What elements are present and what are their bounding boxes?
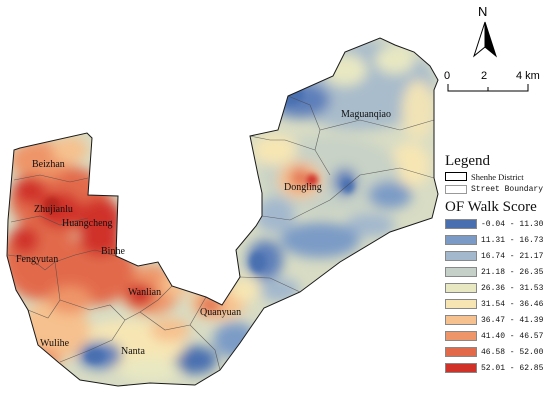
scale-bar: 0 2 4 km [444, 70, 540, 92]
street-label-fengyutan: Fengyutan [16, 254, 58, 265]
street-label-dongling: Dongling [284, 182, 322, 193]
district-swatch [445, 172, 467, 181]
legend-class-label: 26.36 - 31.53 [481, 283, 544, 293]
legend-class-row: -0.04 - 11.30 [445, 216, 550, 232]
legend-class-label: -0.04 - 11.30 [481, 219, 544, 229]
legend-class-row: 21.18 - 26.35 [445, 264, 550, 280]
legend-class-label: 16.74 - 21.17 [481, 251, 544, 261]
legend-class-swatch [445, 299, 477, 309]
scale-tick-0: 0 [444, 70, 450, 82]
legend-district-label: Shenhe District [471, 171, 524, 182]
legend-district: Shenhe District [445, 170, 550, 183]
street-label-huangcheng: Huangcheng [62, 218, 113, 229]
street-label-nanta: Nanta [121, 346, 145, 357]
street-boundaries [7, 95, 435, 371]
legend-street-boundary-label: Street Boundary [471, 185, 544, 194]
legend-class-swatch [445, 251, 477, 261]
north-arrow: N [473, 4, 497, 58]
street-label-wanlian: Wanlian [128, 287, 161, 298]
legend-class-row: 46.58 - 52.00 [445, 344, 550, 360]
legend-class-swatch [445, 315, 477, 325]
legend-title: Legend [445, 153, 490, 169]
legend-class-label: 31.54 - 36.46 [481, 299, 544, 309]
legend-class-swatch [445, 331, 477, 341]
legend-class-swatch [445, 363, 477, 373]
street-label-zhujianlu: Zhujianlu [34, 204, 73, 215]
legend-class-label: 11.31 - 16.73 [481, 235, 544, 245]
legend-class-row: 16.74 - 21.17 [445, 248, 550, 264]
legend-class-row: 11.31 - 16.73 [445, 232, 550, 248]
legend-class-swatch [445, 219, 477, 229]
legend-class-row: 52.01 - 62.85 [445, 360, 550, 376]
legend-class-label: 36.47 - 41.39 [481, 315, 544, 325]
legend-class-label: 52.01 - 62.85 [481, 363, 544, 373]
legend-class-row: 36.47 - 41.39 [445, 312, 550, 328]
street-label-binhe: Binhe [101, 246, 125, 257]
scale-tick-4: 4 km [516, 70, 540, 82]
street-label-wulihe: Wulihe [40, 338, 70, 349]
legend-class-row: 41.40 - 46.57 [445, 328, 550, 344]
legend-class-row: 31.54 - 36.46 [445, 296, 550, 312]
street-label-maguanqiao: Maguanqiao [341, 109, 391, 120]
street-boundary-swatch [445, 185, 467, 194]
street-label-beizhan: Beizhan [32, 159, 65, 170]
legend: Legend Shenhe District Street Boundary O… [445, 152, 550, 376]
legend-class-swatch [445, 267, 477, 277]
street-label-quanyuan: Quanyuan [200, 307, 241, 318]
north-label: N [478, 4, 487, 19]
legend-class-label: 46.58 - 52.00 [481, 347, 544, 357]
legend-score-classes: -0.04 - 11.30 11.31 - 16.73 16.74 - 21.17 2… [445, 216, 550, 376]
legend-class-label: 41.40 - 46.57 [481, 331, 544, 341]
district-outline [6, 37, 439, 387]
legend-class-swatch [445, 283, 477, 293]
legend-class-swatch [445, 347, 477, 357]
north-arrow-icon [473, 21, 486, 58]
legend-class-swatch [445, 235, 477, 245]
scale-tick-2: 2 [481, 70, 487, 82]
legend-score-title: OF Walk Score [445, 199, 537, 215]
legend-class-label: 21.18 - 26.35 [481, 267, 544, 277]
legend-class-row: 26.36 - 31.53 [445, 280, 550, 296]
legend-street-boundary: Street Boundary [445, 183, 550, 196]
